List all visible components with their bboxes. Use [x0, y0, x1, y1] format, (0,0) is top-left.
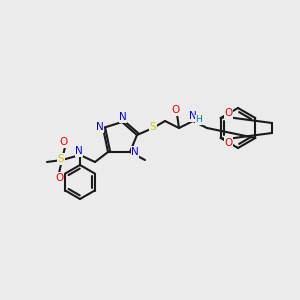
Text: O: O: [225, 138, 233, 148]
Text: O: O: [60, 137, 68, 147]
Text: O: O: [225, 108, 233, 118]
Text: N: N: [189, 111, 197, 121]
Text: O: O: [55, 173, 63, 183]
Text: N: N: [131, 147, 139, 157]
Text: H: H: [196, 116, 202, 124]
Text: N: N: [75, 146, 83, 156]
Text: N: N: [119, 112, 127, 122]
Text: N: N: [96, 122, 104, 132]
Text: O: O: [172, 105, 180, 115]
Text: S: S: [150, 122, 156, 132]
Text: S: S: [58, 154, 64, 164]
